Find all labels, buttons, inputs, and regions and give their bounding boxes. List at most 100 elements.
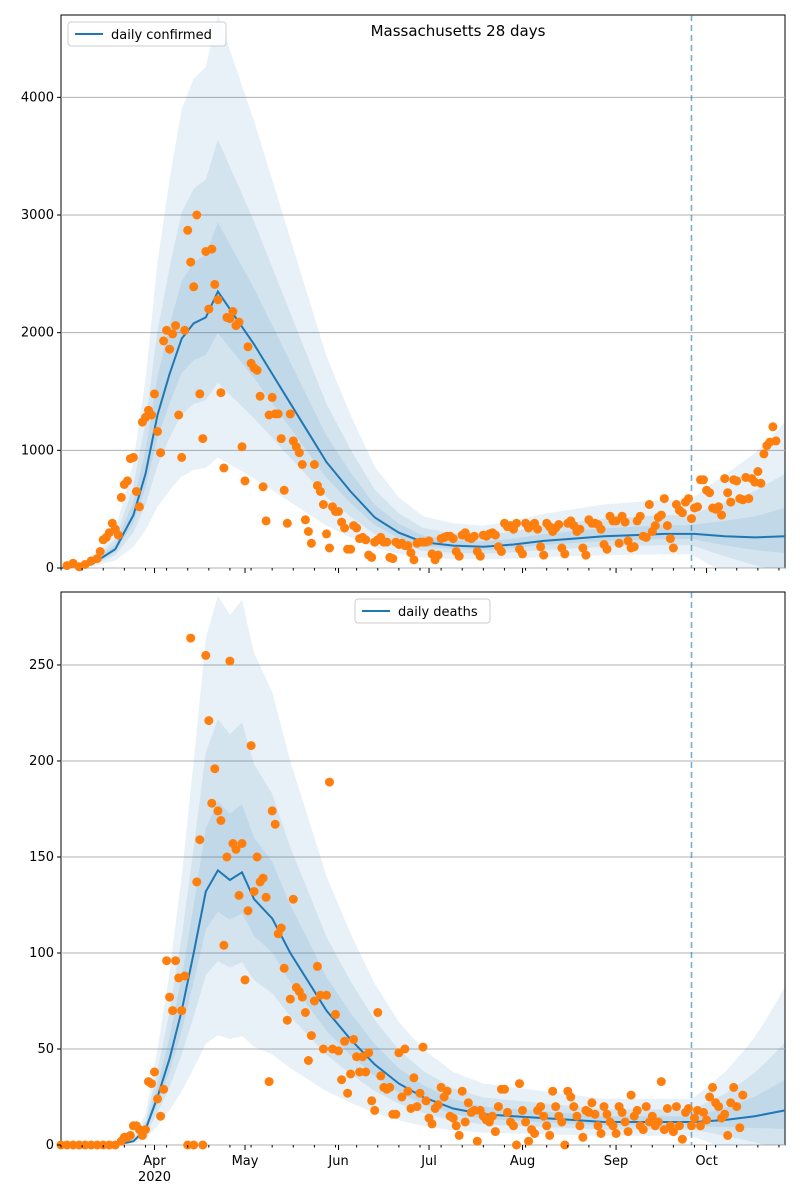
data-point <box>530 1129 540 1138</box>
confirmed-legend: daily confirmed <box>67 21 227 47</box>
data-point <box>578 1132 588 1142</box>
data-point <box>198 1140 208 1150</box>
data-point <box>575 524 585 534</box>
data-point <box>729 1082 739 1092</box>
data-point <box>662 1104 672 1113</box>
data-point <box>134 502 144 512</box>
data-point <box>189 282 199 292</box>
data-point <box>165 992 175 1002</box>
data-point <box>472 1136 482 1146</box>
data-point <box>294 448 304 458</box>
data-point <box>717 510 727 520</box>
data-point <box>720 474 730 484</box>
data-point <box>744 494 754 504</box>
data-point <box>252 365 262 375</box>
data-point <box>469 531 479 541</box>
data-point <box>415 1088 425 1098</box>
data-point <box>261 516 271 526</box>
data-point <box>638 1125 648 1135</box>
data-point <box>285 409 295 419</box>
series-line <box>60 289 786 569</box>
data-point <box>433 1100 443 1110</box>
deaths-y-ticks: 0 50 100 150 200 250 <box>29 658 61 1153</box>
data-point <box>424 536 434 546</box>
data-point <box>177 452 187 462</box>
data-point <box>195 389 205 399</box>
data-point <box>732 476 742 486</box>
y-tick-label: 4000 <box>21 90 54 105</box>
data-point <box>593 1121 603 1131</box>
data-point <box>325 543 334 553</box>
data-point <box>153 1094 162 1104</box>
data-point <box>300 515 310 525</box>
data-point <box>288 894 298 904</box>
data-point <box>376 1071 386 1081</box>
data-point <box>264 1077 274 1087</box>
data-point <box>771 436 781 446</box>
data-point <box>614 538 624 548</box>
data-point <box>234 890 244 900</box>
data-point <box>322 990 331 1000</box>
data-point <box>403 541 413 551</box>
data-point <box>705 1092 715 1102</box>
data-point <box>282 1015 292 1025</box>
data-point <box>493 1102 503 1112</box>
data-point <box>279 963 289 973</box>
data-point <box>228 307 238 316</box>
uncertainty-band <box>91 222 785 565</box>
data-point <box>243 906 253 916</box>
data-point <box>213 806 223 816</box>
data-point <box>325 777 334 787</box>
data-point <box>641 1102 651 1112</box>
data-point <box>131 487 141 496</box>
data-point <box>668 1127 678 1137</box>
data-point <box>159 336 169 346</box>
data-point <box>165 344 175 354</box>
data-point <box>554 520 564 529</box>
data-point <box>403 1086 413 1096</box>
data-point <box>240 476 250 486</box>
data-point <box>300 1008 310 1017</box>
data-point <box>189 1140 199 1150</box>
data-point <box>116 492 126 502</box>
data-point <box>382 537 392 547</box>
data-point <box>448 534 458 544</box>
data-point <box>370 1105 380 1115</box>
data-point <box>421 1096 431 1106</box>
data-point <box>735 1123 745 1133</box>
data-point <box>315 487 325 496</box>
data-point <box>219 463 229 473</box>
x-tick-label: Oct <box>695 1154 717 1169</box>
data-point <box>397 1092 407 1102</box>
data-point <box>141 1125 150 1135</box>
data-point <box>442 1086 452 1096</box>
data-point <box>192 877 202 887</box>
data-point <box>457 1086 467 1096</box>
uncertainty-band <box>91 15 785 568</box>
y-tick-label: 150 <box>29 850 54 865</box>
data-point <box>587 1098 597 1108</box>
data-point <box>617 1107 627 1117</box>
data-point <box>578 543 588 553</box>
data-point <box>708 1082 718 1092</box>
data-point <box>297 460 307 469</box>
data-point <box>427 1119 437 1129</box>
data-point <box>702 1115 712 1125</box>
data-point <box>240 975 250 985</box>
y-tick-label: 200 <box>29 754 54 769</box>
confirmed-gridlines <box>61 96 785 569</box>
data-point <box>156 1111 166 1121</box>
data-point <box>475 551 485 561</box>
data-point <box>237 839 247 848</box>
data-point <box>696 1121 705 1131</box>
data-point <box>590 1109 600 1119</box>
data-point <box>602 544 612 554</box>
data-point <box>204 716 214 726</box>
data-point <box>687 1121 696 1131</box>
data-point <box>714 1102 724 1112</box>
data-point <box>385 1082 395 1092</box>
data-point <box>602 1109 612 1119</box>
data-point <box>186 257 196 267</box>
